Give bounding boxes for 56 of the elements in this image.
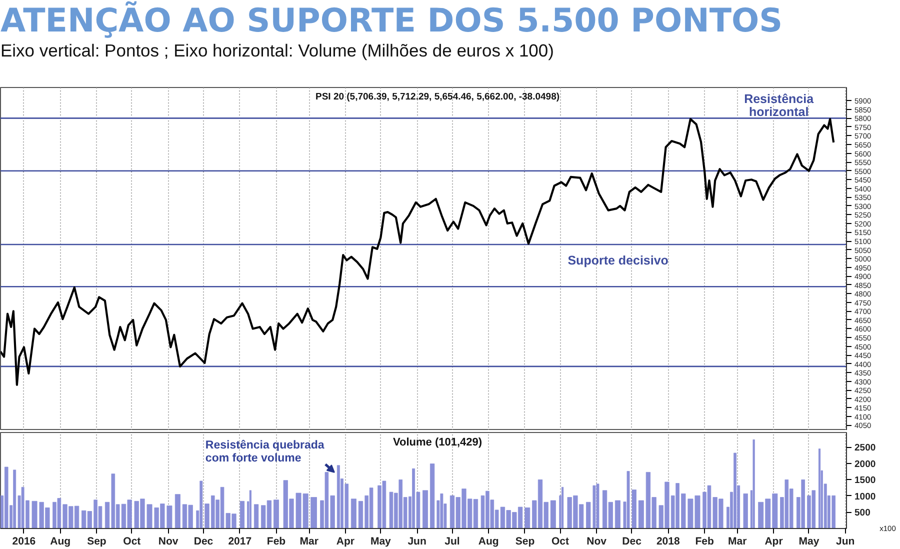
- x-tick-label: Mar: [300, 536, 318, 548]
- bar: [550, 500, 556, 528]
- bar: [350, 498, 356, 528]
- x-tick-label: 2018: [656, 536, 680, 548]
- x-tick-label: Apr: [336, 536, 355, 548]
- bar: [524, 507, 530, 528]
- bar: [614, 500, 620, 528]
- bar: [254, 504, 259, 528]
- chart-title: ATENÇÃO AO SUPORTE DOS 5.500 PONTOS: [0, 0, 783, 40]
- x-tick-label: Sep: [87, 536, 106, 548]
- x-tick-label: Dec: [194, 536, 214, 548]
- ref-line-label: Suporte decisivo: [568, 254, 669, 268]
- chart-subtitle: Eixo vertical: Pontos ; Eixo horizontal: Volume (Milhões de euros x 100): [0, 40, 554, 60]
- annotation: Volume (101,429): [392, 436, 482, 448]
- annotation: PSI 20 (5,706.39, 5,712.29, 5,654.46, 5,662.00, -38.0498): [315, 92, 560, 102]
- y-tick-label: 2500: [854, 442, 876, 454]
- x-tick-label: Feb: [266, 536, 286, 548]
- x-tick-label: May: [798, 536, 820, 548]
- line-series: [0, 118, 835, 386]
- bar: [832, 495, 836, 528]
- bar: [440, 493, 444, 528]
- x-tick-label: Sep: [515, 536, 535, 548]
- x-tick-label: 2016: [12, 536, 36, 548]
- x-tick-label: Nov: [586, 536, 607, 548]
- x-tick-label: 2017: [228, 536, 252, 548]
- x-tick-label: Mar: [728, 536, 747, 548]
- bar: [240, 500, 245, 528]
- x-tick-label: Feb: [695, 536, 714, 548]
- x-tick-label: Dec: [622, 536, 642, 548]
- y-tick-label: 1000: [854, 491, 876, 502]
- bar: [743, 493, 748, 528]
- x-tick-label: Aug: [50, 536, 71, 548]
- x-tick-label: Jun: [408, 536, 426, 548]
- x-tick-label: Jul: [444, 536, 460, 548]
- bar: [200, 480, 203, 528]
- x-tick-label: Jun: [836, 536, 855, 548]
- bar: [174, 494, 180, 528]
- x-tick-label: May: [370, 536, 392, 548]
- bar: [596, 484, 600, 528]
- x-tick-label: Oct: [123, 536, 142, 548]
- x-tick-label: Oct: [551, 536, 570, 548]
- x-tick-label: Nov: [158, 536, 178, 548]
- y-tick-label: 500: [854, 508, 870, 519]
- annotation: Resistência quebrada com forte volume: [205, 439, 325, 464]
- x-tick-label: Aug: [478, 536, 499, 548]
- bar: [422, 490, 428, 528]
- bar: [430, 464, 435, 528]
- bar: [310, 497, 317, 528]
- y-tick-label: 2000: [854, 458, 876, 470]
- bar: [336, 465, 340, 528]
- bar: [638, 500, 644, 528]
- bar: [4, 466, 8, 528]
- x-tick-label: Apr: [764, 536, 783, 548]
- y-tick-label: 1500: [854, 475, 876, 486]
- bar: [274, 500, 279, 528]
- ref-line-label: Resistência horizontal: [744, 92, 815, 120]
